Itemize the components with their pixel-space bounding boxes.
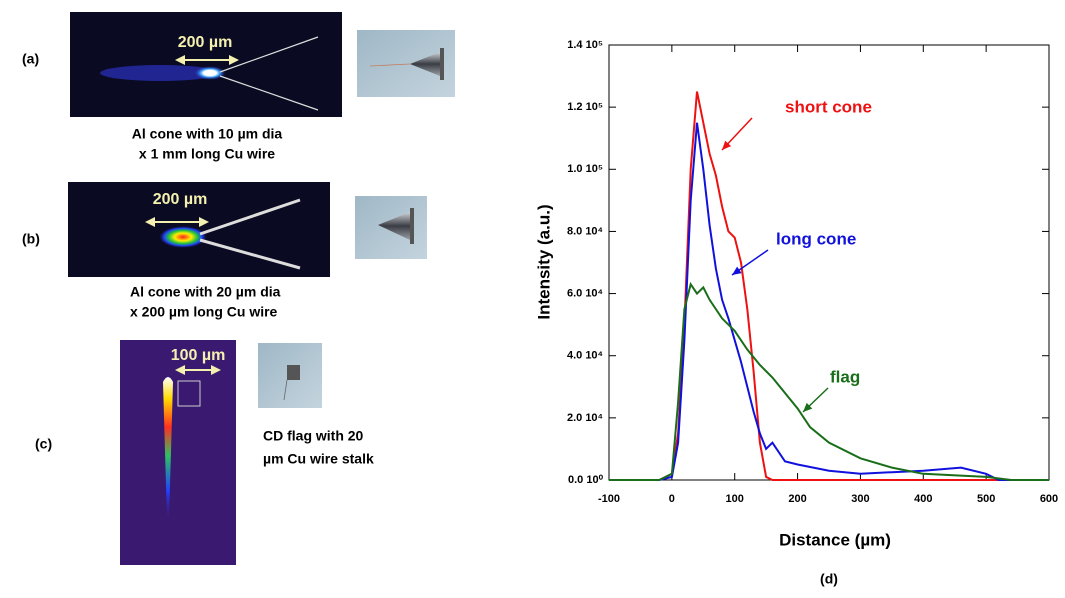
image xyxy=(70,12,342,117)
y-tick-label: 0.0 10⁰ xyxy=(568,474,604,486)
caption: x 200 µm long Cu wire xyxy=(130,304,278,320)
panel-label: (d) xyxy=(820,571,838,587)
caption: Al cone with 10 µm dia xyxy=(132,126,283,142)
y-tick-label: 6.0 10⁴ xyxy=(567,287,603,299)
x-axis-label: Distance (µm) xyxy=(779,530,891,549)
y-tick-label: 4.0 10⁴ xyxy=(567,350,603,362)
panel-c: (c) 100 µm CD flag with 20 µm Cu wire st… xyxy=(35,340,374,565)
cone xyxy=(378,212,410,240)
y-axis-label: Intensity (a.u.) xyxy=(534,204,553,319)
scale-label: 200 µm xyxy=(153,191,208,208)
label-arrowhead xyxy=(722,140,732,150)
y-tick-label: 1.4 10⁵ xyxy=(567,39,603,51)
scale-label: 200 µm xyxy=(178,34,233,51)
wire xyxy=(369,63,411,67)
label-arrowhead xyxy=(803,402,813,412)
flag-outline xyxy=(177,380,201,407)
hotspot xyxy=(159,226,207,248)
caption: CD flag with 20 xyxy=(263,428,364,444)
panel-label: (b) xyxy=(22,231,40,247)
x-tick-label: 500 xyxy=(977,493,995,505)
x-tick-label: 600 xyxy=(1040,493,1058,505)
series-label: flag xyxy=(830,367,860,386)
y-tick-label: 2.0 10⁴ xyxy=(567,412,603,424)
series-label: short cone xyxy=(785,97,872,116)
x-tick-label: 200 xyxy=(788,493,806,505)
hotspot xyxy=(194,66,226,80)
panel-b: (b) 200 µm Al cone with 20 µm dia x 200 … xyxy=(22,182,427,320)
panel-label: (a) xyxy=(22,51,39,67)
image xyxy=(120,340,236,565)
series-line xyxy=(609,122,1049,481)
jet xyxy=(163,377,173,520)
series-line xyxy=(609,91,1049,481)
cone-outline xyxy=(199,198,301,236)
panel-label: (c) xyxy=(35,436,52,452)
caption: x 1 mm long Cu wire xyxy=(139,146,275,162)
series-label: long cone xyxy=(776,229,856,248)
caption: Al cone with 20 µm dia xyxy=(130,284,281,300)
panel-a: (a) 200 µm Al cone with 10 µm dia x 1 mm… xyxy=(22,12,455,162)
chart: Distance (µm) Intensity (a.u.) (d) -100 0… xyxy=(534,39,1058,587)
x-tick-label: -100 xyxy=(598,493,620,505)
y-tick-label: 1.0 10⁵ xyxy=(567,163,603,175)
y-tick-label: 8.0 10⁴ xyxy=(567,225,603,237)
series-line xyxy=(609,281,1049,481)
cone-base xyxy=(440,48,444,80)
scale-label: 100 µm xyxy=(171,347,226,364)
beam xyxy=(100,65,220,81)
x-tick-label: 400 xyxy=(914,493,932,505)
label-arrowhead xyxy=(732,266,742,275)
x-tick-label: 300 xyxy=(851,493,869,505)
x-tick-label: 0 xyxy=(669,493,675,505)
cone-outline xyxy=(219,75,319,111)
wire xyxy=(283,379,288,401)
cone-outline xyxy=(219,36,319,73)
flag xyxy=(287,365,300,380)
cone xyxy=(410,52,440,76)
cone-base xyxy=(410,208,414,244)
x-tick-label: 100 xyxy=(726,493,744,505)
caption: µm Cu wire stalk xyxy=(263,451,374,467)
cone-outline xyxy=(199,238,301,270)
y-tick-label: 1.2 10⁵ xyxy=(567,101,603,113)
